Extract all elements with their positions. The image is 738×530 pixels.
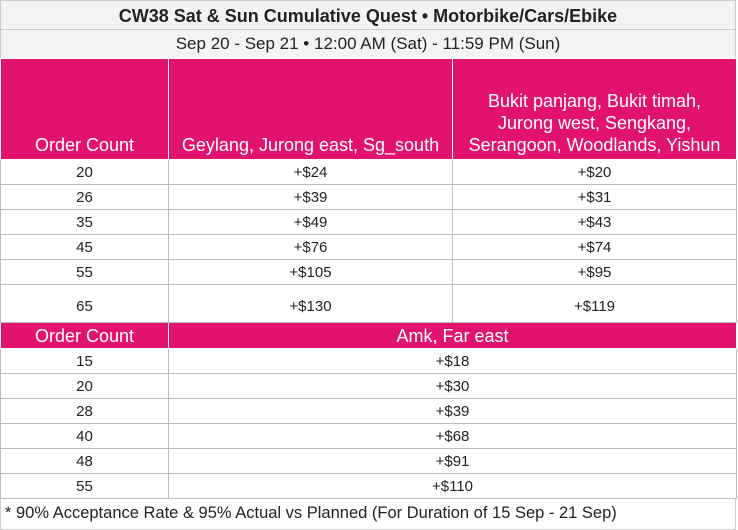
header-row: Order Count Amk, Far east <box>0 322 737 349</box>
cell: +$105 <box>168 259 453 285</box>
cell: +$24 <box>168 159 453 185</box>
column-header: Bukit panjang, Bukit timah, Jurong west,… <box>452 58 737 160</box>
cell: +$30 <box>168 373 737 399</box>
column-header: Geylang, Jurong east, Sg_south <box>168 58 453 160</box>
table-body: Order Count Geylang, Jurong east, Sg_sout… <box>0 58 737 499</box>
cell: +$119 <box>452 284 737 323</box>
cell: 55 <box>0 473 169 499</box>
cell: +$68 <box>168 423 737 449</box>
title: CW38 Sat & Sun Cumulative Quest • Motorb… <box>0 0 736 30</box>
data-row: 20 +$24 +$20 <box>0 159 737 185</box>
cell: 35 <box>0 209 169 235</box>
cell: +$76 <box>168 234 453 260</box>
data-row: 35 +$49 +$43 <box>0 209 737 235</box>
cell: 15 <box>0 348 169 374</box>
cell: +$39 <box>168 184 453 210</box>
cell: 26 <box>0 184 169 210</box>
subtitle: Sep 20 - Sep 21 • 12:00 AM (Sat) - 11:59… <box>0 30 736 58</box>
cell: 55 <box>0 259 169 285</box>
footnote: * 90% Acceptance Rate & 95% Actual vs Pl… <box>0 499 736 530</box>
data-row: 45 +$76 +$74 <box>0 234 737 260</box>
cell: +$74 <box>452 234 737 260</box>
header-row: Order Count Geylang, Jurong east, Sg_sout… <box>0 58 737 160</box>
cell: 20 <box>0 159 169 185</box>
data-row: 55 +$110 <box>0 473 737 499</box>
cell: +$91 <box>168 448 737 474</box>
data-row: 48 +$91 <box>0 448 737 474</box>
data-row: 28 +$39 <box>0 398 737 424</box>
cell: +$49 <box>168 209 453 235</box>
cell: +$20 <box>452 159 737 185</box>
quest-table: Order Count Geylang, Jurong east, Sg_sout… <box>0 58 737 499</box>
column-header: Amk, Far east <box>168 322 737 349</box>
cell: 45 <box>0 234 169 260</box>
column-header: Order Count <box>0 322 169 349</box>
data-row: 26 +$39 +$31 <box>0 184 737 210</box>
cell: 48 <box>0 448 169 474</box>
cell: +$110 <box>168 473 737 499</box>
cell: 40 <box>0 423 169 449</box>
cell: +$39 <box>168 398 737 424</box>
cell: 28 <box>0 398 169 424</box>
cell: 20 <box>0 373 169 399</box>
data-row: 15 +$18 <box>0 348 737 374</box>
data-row: 20 +$30 <box>0 373 737 399</box>
cell: +$31 <box>452 184 737 210</box>
data-row: 65 +$130 +$119 <box>0 284 737 323</box>
column-header: Order Count <box>0 58 169 160</box>
cell: +$95 <box>452 259 737 285</box>
data-row: 55 +$105 +$95 <box>0 259 737 285</box>
cell: 65 <box>0 284 169 323</box>
cell: +$43 <box>452 209 737 235</box>
cell: +$130 <box>168 284 453 323</box>
data-row: 40 +$68 <box>0 423 737 449</box>
cell: +$18 <box>168 348 737 374</box>
